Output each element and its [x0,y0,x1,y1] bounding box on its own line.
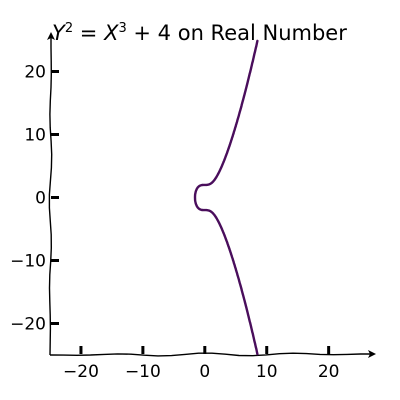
title-rest: + 4 on Real Number [127,21,347,45]
x-tick-label: −10 [125,362,161,382]
x-tick-label: −20 [63,362,99,382]
title-y-exp: 2 [65,21,73,36]
x-tick-label: 20 [318,362,340,382]
series-layer [193,39,259,356]
y-tick-label: 10 [24,126,46,146]
ticks-layer: −20 −10 0 10 20 20 10 0 −10 −20 [10,63,339,383]
title-eq: = [73,21,104,45]
x-tick-label: 0 [199,362,210,382]
title-x-exp: 3 [118,21,126,36]
title-x: X [103,21,119,45]
y-axis [47,32,55,356]
y-tick-label: 20 [24,63,46,83]
chart-title: Y2 = X3 + 4 on Real Number [52,21,347,45]
x-tick-label: 10 [256,362,278,382]
elliptic-curve-line [193,39,259,356]
y-tick-label: −10 [10,252,46,272]
y-tick-label: −20 [10,315,46,335]
title-y: Y [52,21,67,45]
x-axis [49,350,376,358]
y-tick-label: 0 [35,189,46,209]
